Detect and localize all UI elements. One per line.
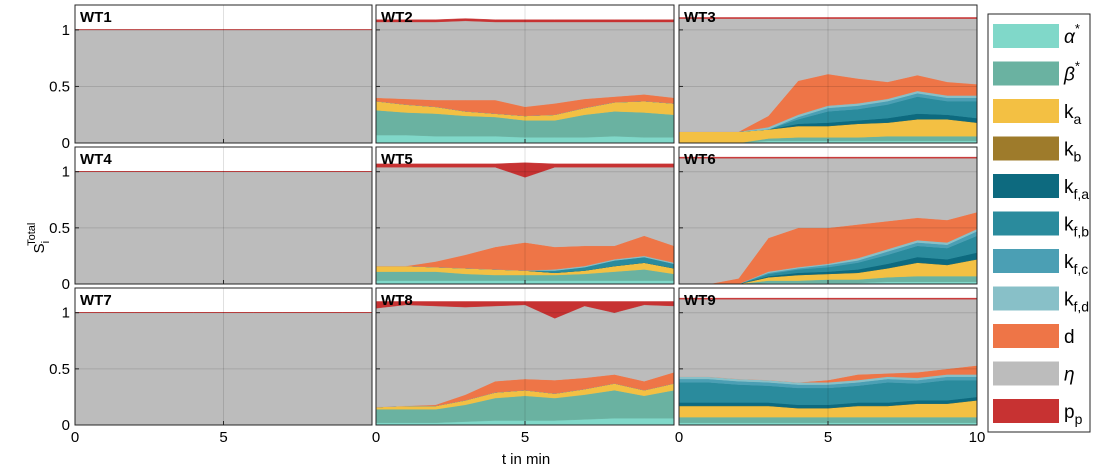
legend-swatch	[993, 174, 1059, 198]
legend-name: k	[1064, 290, 1074, 311]
y-axis-label: SiTotal	[26, 223, 52, 254]
x-tick-label: 5	[521, 429, 529, 446]
y-tick-label: 1	[62, 305, 70, 322]
legend-label: α*	[1064, 21, 1080, 48]
y-tick-label: 1	[62, 164, 70, 181]
x-tick-label: 5	[219, 429, 227, 446]
panel-title: WT8	[381, 292, 413, 309]
panel-title: WT6	[684, 151, 716, 168]
plot-area	[75, 29, 372, 143]
panel-title: WT2	[381, 9, 413, 26]
legend-label: kf,c	[1064, 252, 1088, 277]
plot-area	[679, 297, 977, 425]
legend-swatch	[993, 99, 1059, 123]
area	[679, 17, 977, 19]
plot-area	[75, 312, 372, 425]
panel-title: WT9	[684, 292, 716, 309]
legend-sub: a	[1074, 111, 1082, 127]
legend-label: ka	[1064, 102, 1082, 127]
legend-sub: f,d	[1074, 299, 1090, 315]
legend-name: k	[1064, 252, 1074, 273]
legend-label: kf,d	[1064, 290, 1089, 315]
legend-name: k	[1064, 140, 1074, 161]
legend-name: k	[1064, 215, 1074, 236]
x-axis-label: t in min	[502, 451, 550, 468]
area	[679, 297, 977, 300]
panel-title: WT1	[80, 9, 112, 26]
legend-name: η	[1064, 365, 1075, 386]
legend-name: k	[1064, 177, 1074, 198]
x-tick-label: 0	[372, 429, 380, 446]
panel-title: WT3	[684, 9, 716, 26]
y-tick-label: 1	[62, 22, 70, 39]
legend-swatch	[993, 61, 1059, 86]
legend-label: η	[1064, 365, 1075, 386]
legend-swatch	[993, 136, 1059, 161]
legend-name: d	[1064, 327, 1075, 348]
area	[679, 156, 977, 159]
legend-label: kb	[1064, 140, 1082, 165]
panel-title: WT5	[381, 151, 413, 168]
legend-label: kf,a	[1064, 177, 1089, 202]
plot-area	[679, 156, 977, 284]
plot-area	[376, 18, 674, 143]
legend-swatch	[993, 249, 1059, 273]
x-tick-label: 10	[969, 429, 986, 446]
legend-label: kf,b	[1064, 215, 1089, 240]
legend-sub: p	[1075, 411, 1083, 427]
area	[376, 301, 674, 319]
y-tick-label: 0	[62, 135, 70, 152]
legend-swatch	[993, 324, 1059, 348]
legend-swatch	[993, 286, 1059, 311]
y-axis-label-sup: Total	[26, 223, 38, 246]
panel-title: WT4	[80, 151, 112, 168]
x-tick-label: 0	[675, 429, 683, 446]
legend-sub: f,c	[1074, 261, 1089, 277]
plot-area	[376, 162, 674, 284]
legend-sub: f,a	[1074, 186, 1090, 202]
legend-label: d	[1064, 327, 1075, 348]
legend-sub: f,b	[1074, 224, 1090, 240]
x-tick-label: 5	[824, 429, 832, 446]
legend-swatch	[993, 361, 1059, 386]
plot-area	[679, 17, 977, 143]
legend-sup: *	[1075, 21, 1080, 36]
legend-swatch	[993, 211, 1059, 236]
x-tick-label: 0	[71, 429, 79, 446]
y-tick-label: 0.5	[49, 78, 70, 95]
y-axis-label-base: S	[31, 243, 48, 253]
legend-name: α	[1064, 27, 1076, 48]
y-axis-label-sub: i	[40, 241, 52, 243]
y-tick-label: 0	[62, 276, 70, 293]
legend-name: p	[1064, 402, 1075, 423]
legend-swatch	[993, 24, 1059, 48]
area	[376, 18, 674, 23]
legend-label: pp	[1064, 402, 1083, 427]
legend-label: β*	[1063, 59, 1080, 86]
plot-area	[75, 171, 372, 284]
legend-name: k	[1064, 102, 1074, 123]
legend-name: β	[1063, 65, 1075, 86]
panel-title: WT7	[80, 292, 112, 309]
legend-swatch	[993, 399, 1059, 423]
legend-sub: b	[1074, 149, 1082, 165]
y-tick-label: 0.5	[49, 220, 70, 237]
area	[376, 162, 674, 178]
y-tick-label: 0.5	[49, 361, 70, 378]
plot-area	[376, 301, 674, 425]
y-tick-label: 0	[62, 417, 70, 434]
legend-sup: *	[1075, 59, 1080, 74]
